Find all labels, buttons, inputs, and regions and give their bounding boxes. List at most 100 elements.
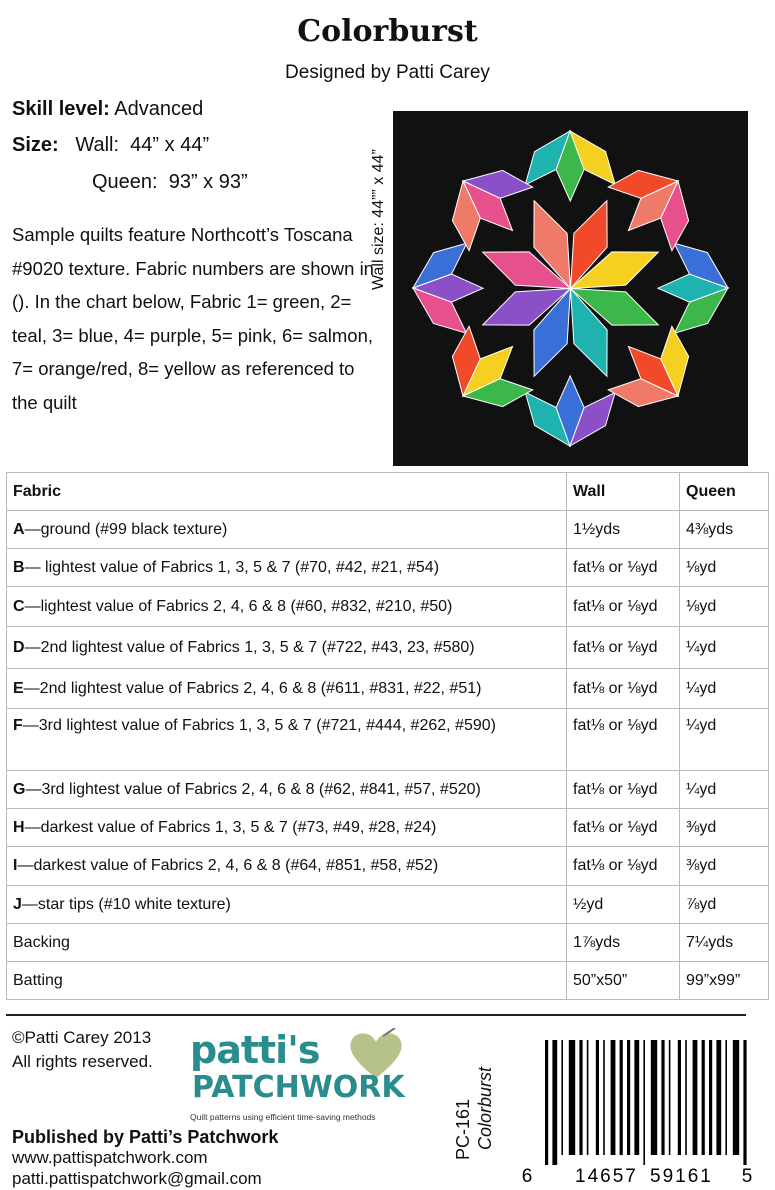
barcode-bar [586, 1040, 589, 1155]
barcode: 6 14657 59161 5 [522, 1040, 752, 1187]
barcode-digit: 14657 [575, 1166, 638, 1187]
quilt-diamond [569, 287, 660, 326]
quilt-diamond [451, 179, 481, 252]
fabric-label: —star tips (#10 white texture) [21, 895, 231, 913]
barcode-bar [709, 1040, 713, 1155]
publisher: Published by Patti’s Patchwork [12, 1127, 279, 1147]
barcode-bar [732, 1040, 740, 1155]
table-header: Fabric Wall Queen [6, 472, 769, 511]
fabric-label: —ground (#99 black texture) [24, 520, 228, 538]
fabric-label: —3rd lightest value of Fabrics 1, 3, 5 &… [22, 717, 496, 734]
fabric-label: —darkest value of Fabrics 2, 4, 6 & 8 (#… [17, 857, 439, 874]
fabric-label: —darkest value of Fabrics 1, 3, 5 & 7 (#… [24, 818, 437, 836]
fabric-row: E—2nd lightest value of Fabrics 2, 4, 6 … [6, 668, 769, 709]
fabric-cell: H—darkest value of Fabrics 1, 3, 5 & 7 (… [6, 808, 567, 847]
queen-cell: ⅛yd [679, 586, 769, 627]
fabric-label: Backing [13, 933, 70, 951]
queen-cell: ¼yd [679, 668, 769, 709]
barcode-bar [619, 1040, 623, 1155]
rights: All rights reserved. [12, 1052, 153, 1071]
fabric-row: Batting 50”x50” 99”x99” [6, 961, 769, 1000]
fabric-letter: I [13, 857, 18, 874]
fabric-label: Batting [13, 971, 63, 989]
table-body: A—ground (#99 black texture) 1½yds 4⅜yds B—… [6, 510, 769, 1000]
fabric-row: D—2nd lightest value of Fabrics 1, 3, 5 … [6, 626, 769, 669]
fabric-letter: C [13, 597, 25, 615]
barcode-bar [595, 1040, 599, 1155]
quilt-diamond [569, 199, 608, 290]
queen-cell: 7¼yds [679, 923, 769, 962]
fabric-label: — lightest value of Fabrics 1, 3, 5 & 7 … [24, 558, 440, 576]
wall-cell: fat⅛ or ⅛yd [566, 626, 680, 669]
wall-cell: 50”x50” [566, 961, 680, 1000]
wall-cell: fat⅛ or ⅛yd [566, 846, 680, 886]
fabric-letter: J [13, 895, 22, 913]
queen-cell: ¼yd [679, 770, 769, 809]
barcode-bar [701, 1040, 705, 1155]
wall-cell: ½yd [566, 885, 680, 924]
fabric-letter: B [13, 558, 25, 576]
description: Sample quilts feature Northcott’s Toscan… [12, 224, 374, 413]
fabric-cell: C—lightest value of Fabrics 2, 4, 6 & 8 … [6, 586, 567, 627]
barcode-bar [668, 1040, 671, 1155]
fabric-cell: I—darkest value of Fabrics 2, 4, 6 & 8 (… [6, 846, 567, 886]
size-line: Size: Wall: 44” x 44” [12, 134, 209, 157]
title: Colorburst [297, 14, 478, 49]
column-header: Wall [566, 472, 680, 511]
copyright: ©Patti Carey 2013 [12, 1028, 152, 1047]
wall-cell: fat⅛ or ⅛yd [566, 548, 680, 587]
fabric-cell: F—3rd lightest value of Fabrics 1, 3, 5 … [6, 708, 567, 771]
queen-cell: 4⅜yds [679, 510, 769, 549]
wall-cell: fat⅛ or ⅛yd [566, 668, 680, 709]
fabric-letter: E [13, 679, 24, 697]
fabric-cell: E—2nd lightest value of Fabrics 2, 4, 6 … [6, 668, 567, 709]
quilt-diamond [569, 287, 608, 378]
quilt-diamond [461, 378, 534, 408]
fabric-table: Fabric Wall Queen A—ground (#99 black textu… [6, 472, 769, 1000]
size-label: Size: [12, 134, 59, 156]
quilt-diamond [481, 287, 572, 326]
barcode-bar [603, 1040, 605, 1155]
fabric-letter: A [13, 520, 25, 538]
fabric-letter: D [13, 638, 25, 656]
fabric-letter: G [13, 780, 26, 798]
footer-rule [6, 1014, 746, 1016]
barcode-bar [677, 1040, 681, 1155]
fabric-row: F—3rd lightest value of Fabrics 1, 3, 5 … [6, 708, 769, 771]
product-code: PC-161 [453, 1098, 473, 1160]
wall-cell: fat⅛ or ⅛yd [566, 770, 680, 809]
fabric-cell: Batting [6, 961, 567, 1000]
fabric-row: J—star tips (#10 white texture) ½yd ⅞yd [6, 885, 769, 924]
fabric-row: G—3rd lightest value of Fabrics 2, 4, 6 … [6, 770, 769, 809]
size-queen: Queen: 93” x 93” [92, 171, 248, 193]
quilt-image [393, 111, 748, 466]
barcode-bar [627, 1040, 631, 1155]
queen-cell: ¼yd [679, 708, 769, 771]
barcode-bar [661, 1040, 665, 1155]
queen-cell: ⅜yd [679, 808, 769, 847]
barcode-bar [650, 1040, 658, 1155]
fabric-cell: A—ground (#99 black texture) [6, 510, 567, 549]
skill-value: Advanced [114, 98, 204, 120]
queen-cell: 99”x99” [679, 961, 769, 1000]
queen-cell: ¼yd [679, 626, 769, 669]
quilt-diamond [660, 325, 690, 398]
wall-cell: 1⅞yds [566, 923, 680, 962]
fabric-cell: G—3rd lightest value of Fabrics 2, 4, 6 … [6, 770, 567, 809]
fabric-cell: B— lightest value of Fabrics 1, 3, 5 & 7… [6, 548, 567, 587]
wall-cell: fat⅛ or ⅛yd [566, 586, 680, 627]
barcode-bar [545, 1040, 549, 1165]
barcode-bar [685, 1040, 687, 1155]
column-header: Fabric [6, 472, 567, 511]
quilt-diamond [569, 251, 660, 290]
barcode-bar [561, 1040, 563, 1155]
fabric-label: —3rd lightest value of Fabrics 2, 4, 6 &… [25, 780, 481, 798]
queen-cell: ⅜yd [679, 846, 769, 886]
barcode-digit: 59161 [650, 1166, 713, 1187]
wall-cell: fat⅛ or ⅛yd [566, 808, 680, 847]
barcode-bar [692, 1040, 698, 1155]
fabric-row: I—darkest value of Fabrics 2, 4, 6 & 8 (… [6, 846, 769, 886]
queen-cell: ⅛yd [679, 548, 769, 587]
quilt-diamond [481, 251, 572, 290]
